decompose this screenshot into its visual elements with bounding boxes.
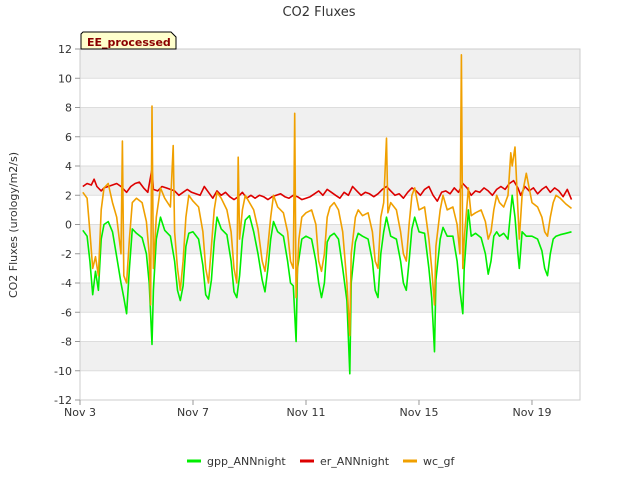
y-tick-label: -2	[61, 248, 72, 261]
x-axis-ticks: Nov 3 Nov 7 Nov 11 Nov 15 Nov 19	[64, 400, 551, 419]
y-tick-label: 0	[65, 219, 72, 232]
y-tick-label: -12	[54, 394, 72, 407]
y-tick-label: 6	[65, 131, 72, 144]
x-tick-label: Nov 19	[512, 406, 551, 419]
grid-band	[80, 49, 580, 79]
y-tick-label: 8	[65, 102, 72, 115]
x-tick-label: Nov 11	[287, 406, 326, 419]
legend-label-gpp_ANNnight: gpp_ANNnight	[207, 455, 286, 468]
series-line-wc_gf	[82, 54, 572, 337]
legend-label-wc_gf: wc_gf	[423, 455, 456, 468]
series-layer	[82, 54, 573, 375]
x-tick-label: Nov 15	[399, 406, 438, 419]
series-line-gpp_ANNnight	[82, 194, 572, 375]
legend: gpp_ANNnight er_ANNnight wc_gf	[187, 455, 456, 468]
series-line-er_ANNnight	[82, 168, 573, 202]
grid-band	[80, 341, 580, 371]
grid-band	[80, 283, 580, 313]
y-tick-label: -4	[61, 277, 72, 290]
y-tick-label: -10	[54, 365, 72, 378]
chart-title: CO2 Fluxes	[282, 5, 355, 20]
y-tick-label: -6	[61, 306, 72, 319]
grid-band	[80, 224, 580, 254]
x-tick-label: Nov 3	[64, 406, 96, 419]
y-tick-label: 10	[58, 72, 72, 85]
y-tick-label: -8	[61, 336, 72, 349]
processing-badge: EE_processed	[80, 31, 177, 50]
y-tick-label: 12	[58, 43, 72, 56]
y-tick-label: 2	[65, 189, 72, 202]
badge-shape	[80, 31, 177, 50]
grid-band	[80, 107, 580, 137]
y-axis-label: CO2 Fluxes (urology/m2/s)	[7, 152, 20, 298]
badge-label: EE_processed	[87, 36, 171, 49]
y-axis-ticks: -12 -10 -8 -6 -4 -2 0 2 4 6 8 10 12	[54, 43, 80, 407]
x-tick-label: Nov 7	[177, 406, 209, 419]
legend-label-er_ANNnight: er_ANNnight	[320, 455, 390, 468]
y-tick-label: 4	[65, 160, 72, 173]
